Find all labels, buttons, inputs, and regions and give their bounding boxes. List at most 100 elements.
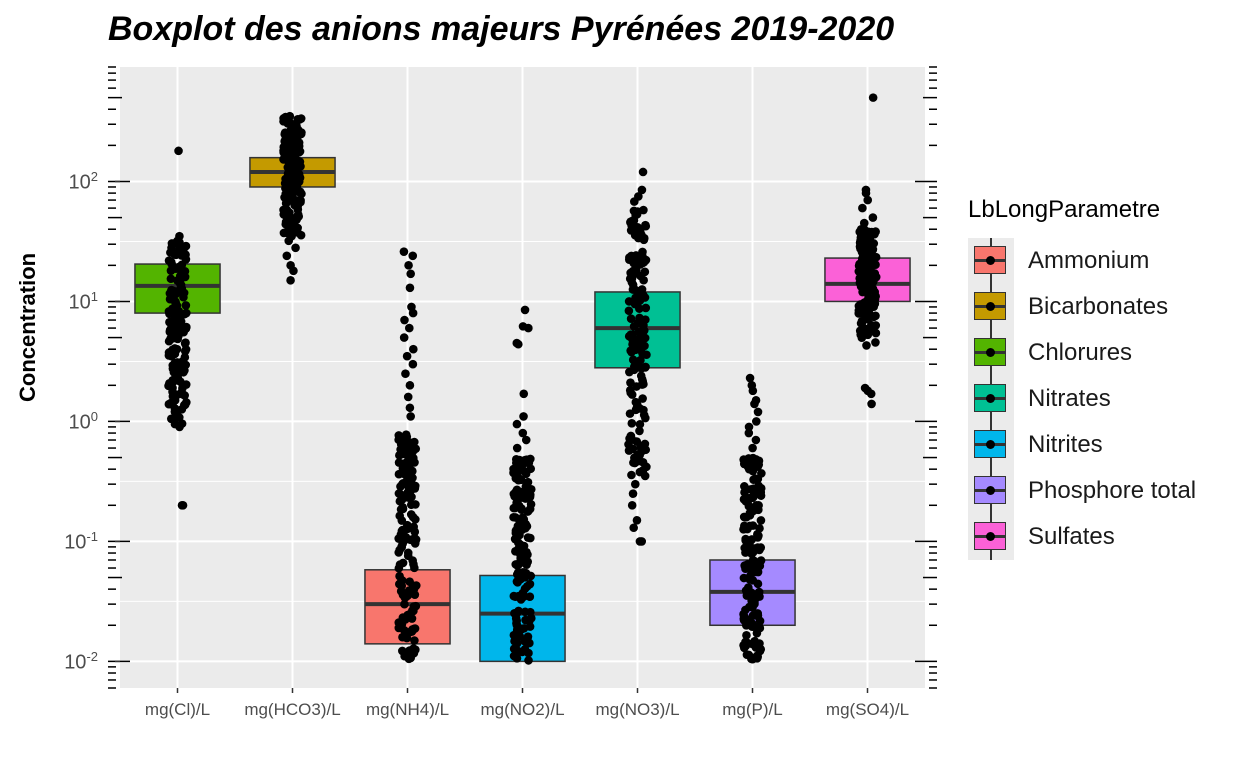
data-point bbox=[281, 199, 291, 208]
data-point bbox=[753, 543, 763, 552]
data-point bbox=[403, 524, 413, 534]
data-point bbox=[514, 546, 523, 555]
data-point bbox=[626, 330, 636, 339]
data-point bbox=[519, 389, 529, 399]
data-point bbox=[744, 428, 754, 438]
data-point bbox=[398, 449, 408, 459]
data-point bbox=[296, 230, 306, 240]
points-chlorures bbox=[164, 146, 191, 510]
data-point bbox=[524, 656, 533, 665]
data-point bbox=[636, 355, 645, 365]
data-point bbox=[750, 399, 759, 409]
data-point bbox=[172, 407, 181, 417]
data-point bbox=[628, 355, 638, 365]
data-point bbox=[753, 407, 763, 417]
data-point bbox=[525, 622, 535, 631]
data-point bbox=[407, 452, 416, 461]
data-point bbox=[395, 571, 404, 581]
legend-title: LbLongParametre bbox=[968, 196, 1161, 223]
data-point bbox=[296, 197, 305, 207]
data-point bbox=[174, 146, 183, 156]
data-point bbox=[754, 501, 763, 510]
data-point bbox=[180, 272, 190, 282]
legend-key bbox=[968, 376, 1014, 422]
data-point bbox=[630, 299, 640, 309]
data-point bbox=[182, 308, 191, 318]
data-point bbox=[286, 164, 296, 173]
data-point bbox=[173, 311, 183, 321]
data-point bbox=[635, 419, 645, 429]
data-point bbox=[748, 555, 758, 565]
data-point bbox=[630, 197, 639, 206]
data-point bbox=[741, 534, 750, 544]
data-point bbox=[172, 344, 182, 354]
data-point bbox=[627, 500, 637, 510]
data-point bbox=[511, 560, 521, 569]
legend-key bbox=[968, 238, 1014, 284]
data-point bbox=[408, 581, 418, 590]
data-point bbox=[861, 188, 871, 198]
data-point bbox=[739, 643, 749, 653]
data-point bbox=[406, 269, 415, 279]
legend-label: Nitrites bbox=[1028, 431, 1103, 458]
legend-key bbox=[968, 514, 1014, 560]
data-point bbox=[398, 502, 408, 512]
data-point bbox=[289, 266, 298, 276]
data-point bbox=[862, 341, 871, 350]
data-point bbox=[629, 206, 639, 216]
legend-item: Nitrates bbox=[968, 376, 1196, 422]
data-point bbox=[180, 353, 190, 362]
data-point bbox=[750, 636, 760, 646]
data-point bbox=[631, 345, 640, 355]
data-point bbox=[397, 619, 407, 629]
data-point bbox=[403, 392, 413, 402]
data-point bbox=[748, 466, 758, 476]
data-point bbox=[285, 111, 295, 121]
data-point bbox=[863, 195, 873, 205]
data-point bbox=[751, 435, 761, 445]
y-tick-label: 100 bbox=[68, 409, 98, 435]
data-point bbox=[627, 217, 636, 227]
data-point bbox=[753, 611, 763, 620]
data-point bbox=[399, 459, 408, 468]
data-point bbox=[523, 507, 532, 516]
data-point bbox=[399, 434, 408, 443]
data-point bbox=[179, 292, 188, 302]
data-point bbox=[173, 276, 182, 285]
data-point bbox=[627, 390, 637, 399]
y-tick-label: 102 bbox=[68, 169, 98, 195]
legend-label: Bicarbonates bbox=[1028, 293, 1169, 320]
data-point bbox=[865, 296, 875, 306]
data-point bbox=[167, 285, 176, 295]
data-point bbox=[400, 599, 409, 609]
data-point bbox=[638, 394, 647, 403]
data-point bbox=[515, 631, 525, 641]
data-point bbox=[628, 254, 637, 263]
data-point bbox=[745, 575, 754, 584]
data-point bbox=[514, 475, 523, 485]
data-point bbox=[403, 551, 413, 561]
data-point bbox=[856, 275, 866, 285]
data-point bbox=[175, 422, 184, 432]
data-point bbox=[171, 297, 180, 306]
data-point bbox=[181, 301, 191, 310]
data-point bbox=[637, 185, 647, 195]
data-point bbox=[513, 578, 522, 587]
data-point bbox=[755, 592, 764, 601]
data-point bbox=[520, 305, 530, 315]
data-point bbox=[515, 516, 524, 526]
data-point bbox=[636, 271, 645, 281]
data-point bbox=[522, 560, 531, 569]
legend-label: Nitrates bbox=[1028, 385, 1111, 412]
data-point bbox=[740, 488, 749, 497]
data-point bbox=[755, 524, 764, 533]
data-point bbox=[164, 256, 174, 265]
legend-key bbox=[968, 422, 1014, 468]
data-point bbox=[640, 333, 650, 343]
data-point bbox=[638, 290, 648, 300]
chart-title: Boxplot des anions majeurs Pyrénées 2019… bbox=[108, 10, 895, 48]
data-point bbox=[403, 612, 413, 622]
data-point bbox=[405, 403, 415, 413]
data-point bbox=[626, 314, 636, 324]
